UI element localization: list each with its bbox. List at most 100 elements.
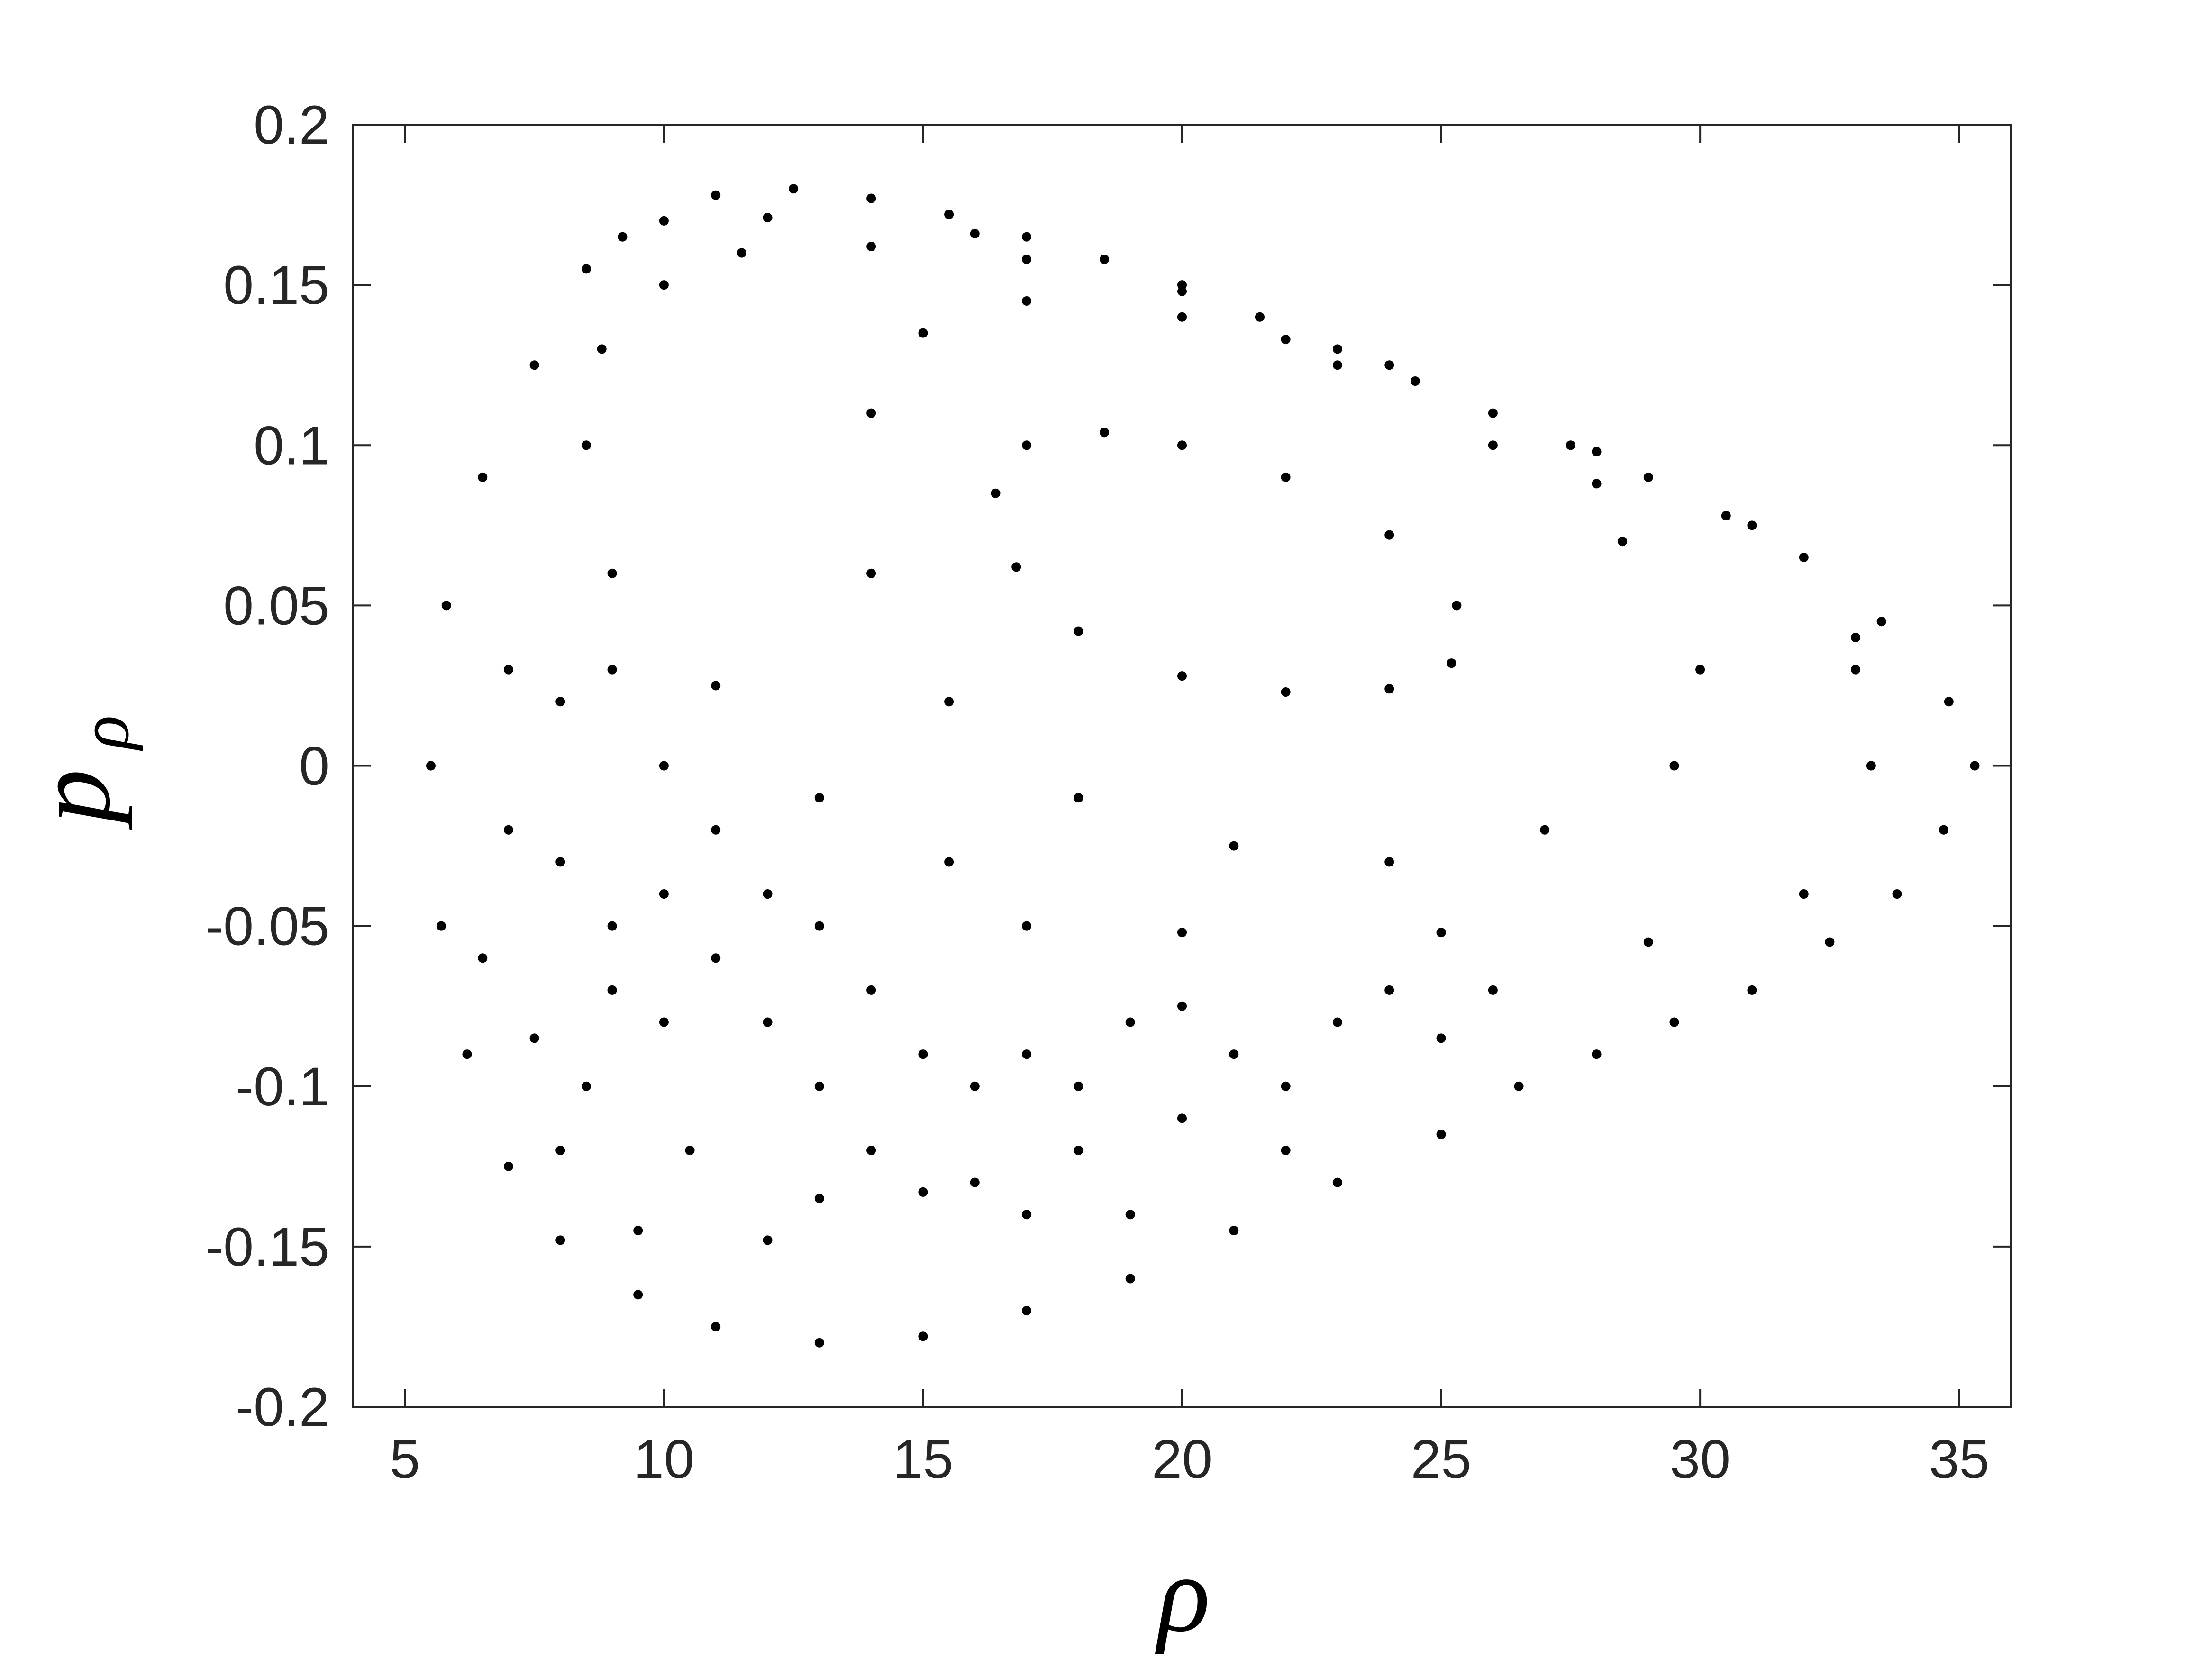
point [1643,937,1653,947]
point [1022,1049,1032,1059]
point [503,665,513,675]
point [1436,1130,1446,1139]
x-tick-label: 10 [634,1429,694,1490]
point [991,488,1001,498]
point [1177,440,1187,450]
point [1022,440,1032,450]
point [866,241,876,251]
point [763,213,773,223]
point [866,1146,876,1155]
point [633,1226,643,1236]
point [1851,665,1861,675]
point [711,190,721,200]
point [659,1017,669,1027]
y-tick-label: 0.1 [254,415,329,476]
point [814,921,824,931]
x-tick-label: 20 [1152,1429,1212,1490]
point [1332,344,1342,354]
point [1229,1049,1239,1059]
y-tick-label: 0.05 [223,575,329,636]
point [1488,985,1498,995]
y-axis-label-subscript: ρ [65,715,144,751]
point [1022,296,1032,306]
point [1851,633,1861,642]
x-tick-label: 25 [1411,1429,1472,1490]
point [1255,312,1265,322]
x-tick-label: 5 [390,1429,420,1490]
x-axis-label: ρ [1155,1533,1210,1654]
point [478,953,488,963]
point [529,1033,539,1043]
point [814,1194,824,1203]
point [1592,447,1602,456]
point [814,793,824,803]
point [607,665,617,675]
point [763,1235,773,1245]
point [918,1049,928,1059]
point [1022,1210,1032,1220]
point [441,601,451,611]
point [1177,286,1187,296]
y-axis-label: p [12,769,133,830]
point [1125,1017,1135,1027]
point [970,1177,980,1187]
point [918,1187,928,1197]
point [659,280,669,290]
point [866,193,876,203]
point [1939,825,1948,835]
point [789,184,799,194]
point [711,681,721,691]
point [944,697,954,707]
point [529,360,539,370]
point [1022,921,1032,931]
point [1592,479,1602,489]
point [1876,617,1886,627]
point [659,889,669,899]
x-tick-label: 15 [892,1429,953,1490]
point [866,408,876,418]
point [1384,360,1394,370]
point [1384,857,1394,867]
point [581,440,591,450]
point [1177,928,1187,938]
point [737,248,746,258]
y-axis-label-group: p ρ [12,715,144,830]
point [1100,428,1110,438]
point [555,697,565,707]
point [1436,928,1446,938]
point [1229,1226,1239,1236]
point [555,1146,565,1155]
point [1177,1113,1187,1123]
point [763,1017,773,1027]
point [1488,408,1498,418]
point [1022,232,1032,242]
y-tick-label: -0.1 [236,1057,329,1117]
point [426,761,436,771]
point [711,1322,721,1331]
point [1281,1146,1291,1155]
point [1669,761,1679,771]
point [1514,1081,1524,1091]
point [618,232,628,242]
point [1281,472,1291,482]
point [1074,793,1083,803]
point [918,1331,928,1341]
point [1125,1274,1135,1284]
point [436,921,446,931]
point [607,985,617,995]
point [478,472,488,482]
point [1332,1177,1342,1187]
point [1332,1017,1342,1027]
point [685,1146,695,1155]
point [1799,552,1809,562]
point [503,1161,513,1171]
point [814,1338,824,1348]
point [970,228,980,238]
point [659,216,669,226]
point [1281,335,1291,345]
y-tick-label: 0 [299,736,329,797]
point [866,568,876,578]
point [1566,440,1575,450]
